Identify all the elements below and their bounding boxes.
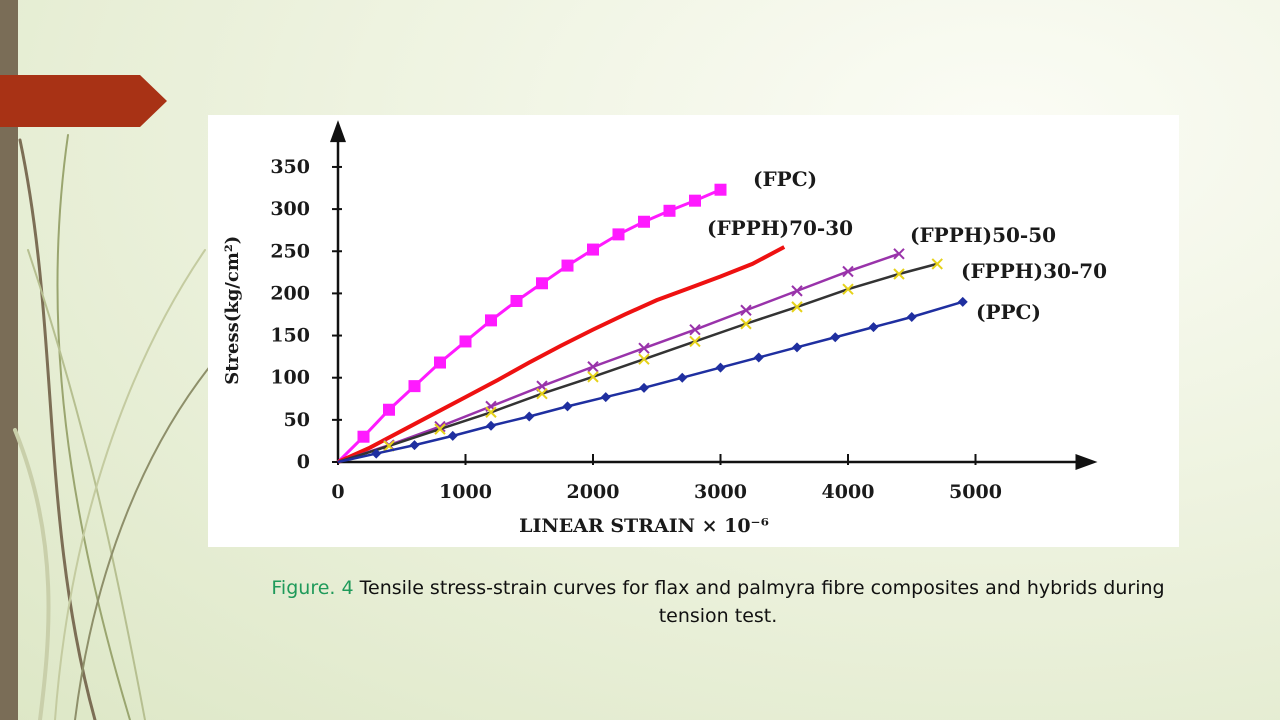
data-point — [791, 285, 803, 297]
x-tick-label: 0 — [331, 481, 344, 503]
data-point — [510, 294, 523, 307]
y-tick-label: 150 — [270, 325, 310, 347]
y-tick-label: 350 — [270, 156, 310, 178]
data-point — [486, 420, 496, 431]
x-axis-title: LINEAR STRAIN × 10⁻⁶ — [519, 515, 769, 537]
x-tick-label: 3000 — [694, 481, 747, 503]
data-point — [357, 430, 370, 443]
data-point — [587, 361, 599, 373]
data-point — [638, 353, 650, 365]
data-point — [612, 228, 625, 241]
data-point — [906, 312, 917, 323]
axes — [330, 120, 1098, 470]
series-line — [336, 188, 722, 464]
data-point — [842, 265, 854, 278]
data-point — [536, 277, 548, 290]
data-point — [447, 430, 458, 441]
series-label: (FPPH)70-30 — [707, 216, 853, 240]
data-point — [893, 268, 905, 280]
series-label: (FPC) — [753, 167, 817, 191]
x-tick-label: 1000 — [439, 481, 492, 503]
data-point — [409, 440, 420, 451]
y-axis-arrow — [330, 120, 346, 143]
side-bar — [0, 0, 18, 720]
y-tick-label: 200 — [270, 282, 310, 304]
data-point — [842, 283, 854, 295]
series-4 — [337, 296, 968, 464]
y-tick-label: 250 — [270, 240, 310, 262]
series-label: (FPPH)50-50 — [910, 223, 1056, 247]
data-point — [459, 335, 472, 348]
data-point — [383, 403, 395, 416]
accent-arrow — [0, 75, 167, 127]
data-point — [639, 382, 649, 393]
series-1 — [337, 245, 786, 464]
accent-arrow-shape — [0, 75, 167, 127]
data-point — [638, 342, 650, 354]
series-line — [337, 252, 900, 464]
series-line — [337, 245, 786, 464]
data-point — [677, 372, 688, 383]
data-point — [753, 352, 764, 363]
data-point — [740, 318, 752, 330]
y-tick-label: 50 — [284, 409, 310, 431]
y-tick-label: 100 — [270, 367, 310, 389]
series-2 — [337, 248, 905, 464]
series-line — [337, 300, 964, 464]
data-point — [740, 304, 752, 316]
data-point — [408, 380, 421, 393]
data-point — [714, 183, 727, 196]
data-point — [600, 392, 611, 403]
stress-strain-chart: 0 50 100 150 200 250 300 350 0 1000 2000 3000 4000 50… — [222, 120, 1107, 537]
data-point — [689, 335, 701, 348]
figure-caption: Figure. 4 Tensile stress-strain curves f… — [262, 574, 1174, 630]
data-point — [638, 215, 650, 228]
x-axis-arrow — [1075, 454, 1098, 470]
data-point — [663, 204, 676, 217]
series-label: (FPPH)30-70 — [961, 259, 1107, 283]
data-point — [868, 322, 879, 333]
data-point — [587, 243, 599, 256]
data-point — [931, 258, 943, 270]
decorative-curves — [13, 134, 216, 720]
x-tick-label: 4000 — [822, 481, 875, 503]
series-3 — [337, 258, 943, 464]
data-point — [485, 406, 497, 418]
data-point — [689, 194, 701, 207]
data-point — [791, 301, 803, 313]
caption-text: Tensile stress-strain curves for flax an… — [359, 577, 1165, 627]
data-point — [536, 388, 548, 400]
chart-labels: 0 50 100 150 200 250 300 350 0 1000 2000 3000 4000 50… — [222, 156, 1107, 537]
data-point — [792, 342, 802, 353]
data-point — [485, 314, 497, 327]
data-point — [434, 423, 446, 435]
series-0 — [336, 183, 727, 464]
data-point — [562, 401, 573, 412]
data-point — [830, 332, 841, 343]
data-point — [561, 259, 574, 272]
data-point — [434, 356, 446, 369]
chart-panel: 0 50 100 150 200 250 300 350 0 1000 2000 3000 4000 50… — [208, 115, 1179, 547]
data-point — [957, 296, 968, 307]
data-point — [689, 323, 701, 336]
y-tick-label: 300 — [270, 198, 310, 220]
data-point — [893, 248, 905, 260]
data-point — [587, 371, 599, 383]
caption-label: Figure. 4 — [271, 577, 354, 599]
data-point — [524, 411, 535, 422]
y-axis-title: Stress(kg/cm²) — [222, 236, 243, 385]
x-tick-label: 2000 — [567, 481, 620, 503]
data-point — [715, 362, 726, 373]
y-tick-label: 0 — [297, 451, 310, 473]
x-tick-label: 5000 — [949, 481, 1002, 503]
series-line — [337, 262, 938, 464]
series-label: (PPC) — [976, 300, 1041, 324]
series-lines — [336, 183, 968, 464]
data-point — [371, 448, 382, 459]
